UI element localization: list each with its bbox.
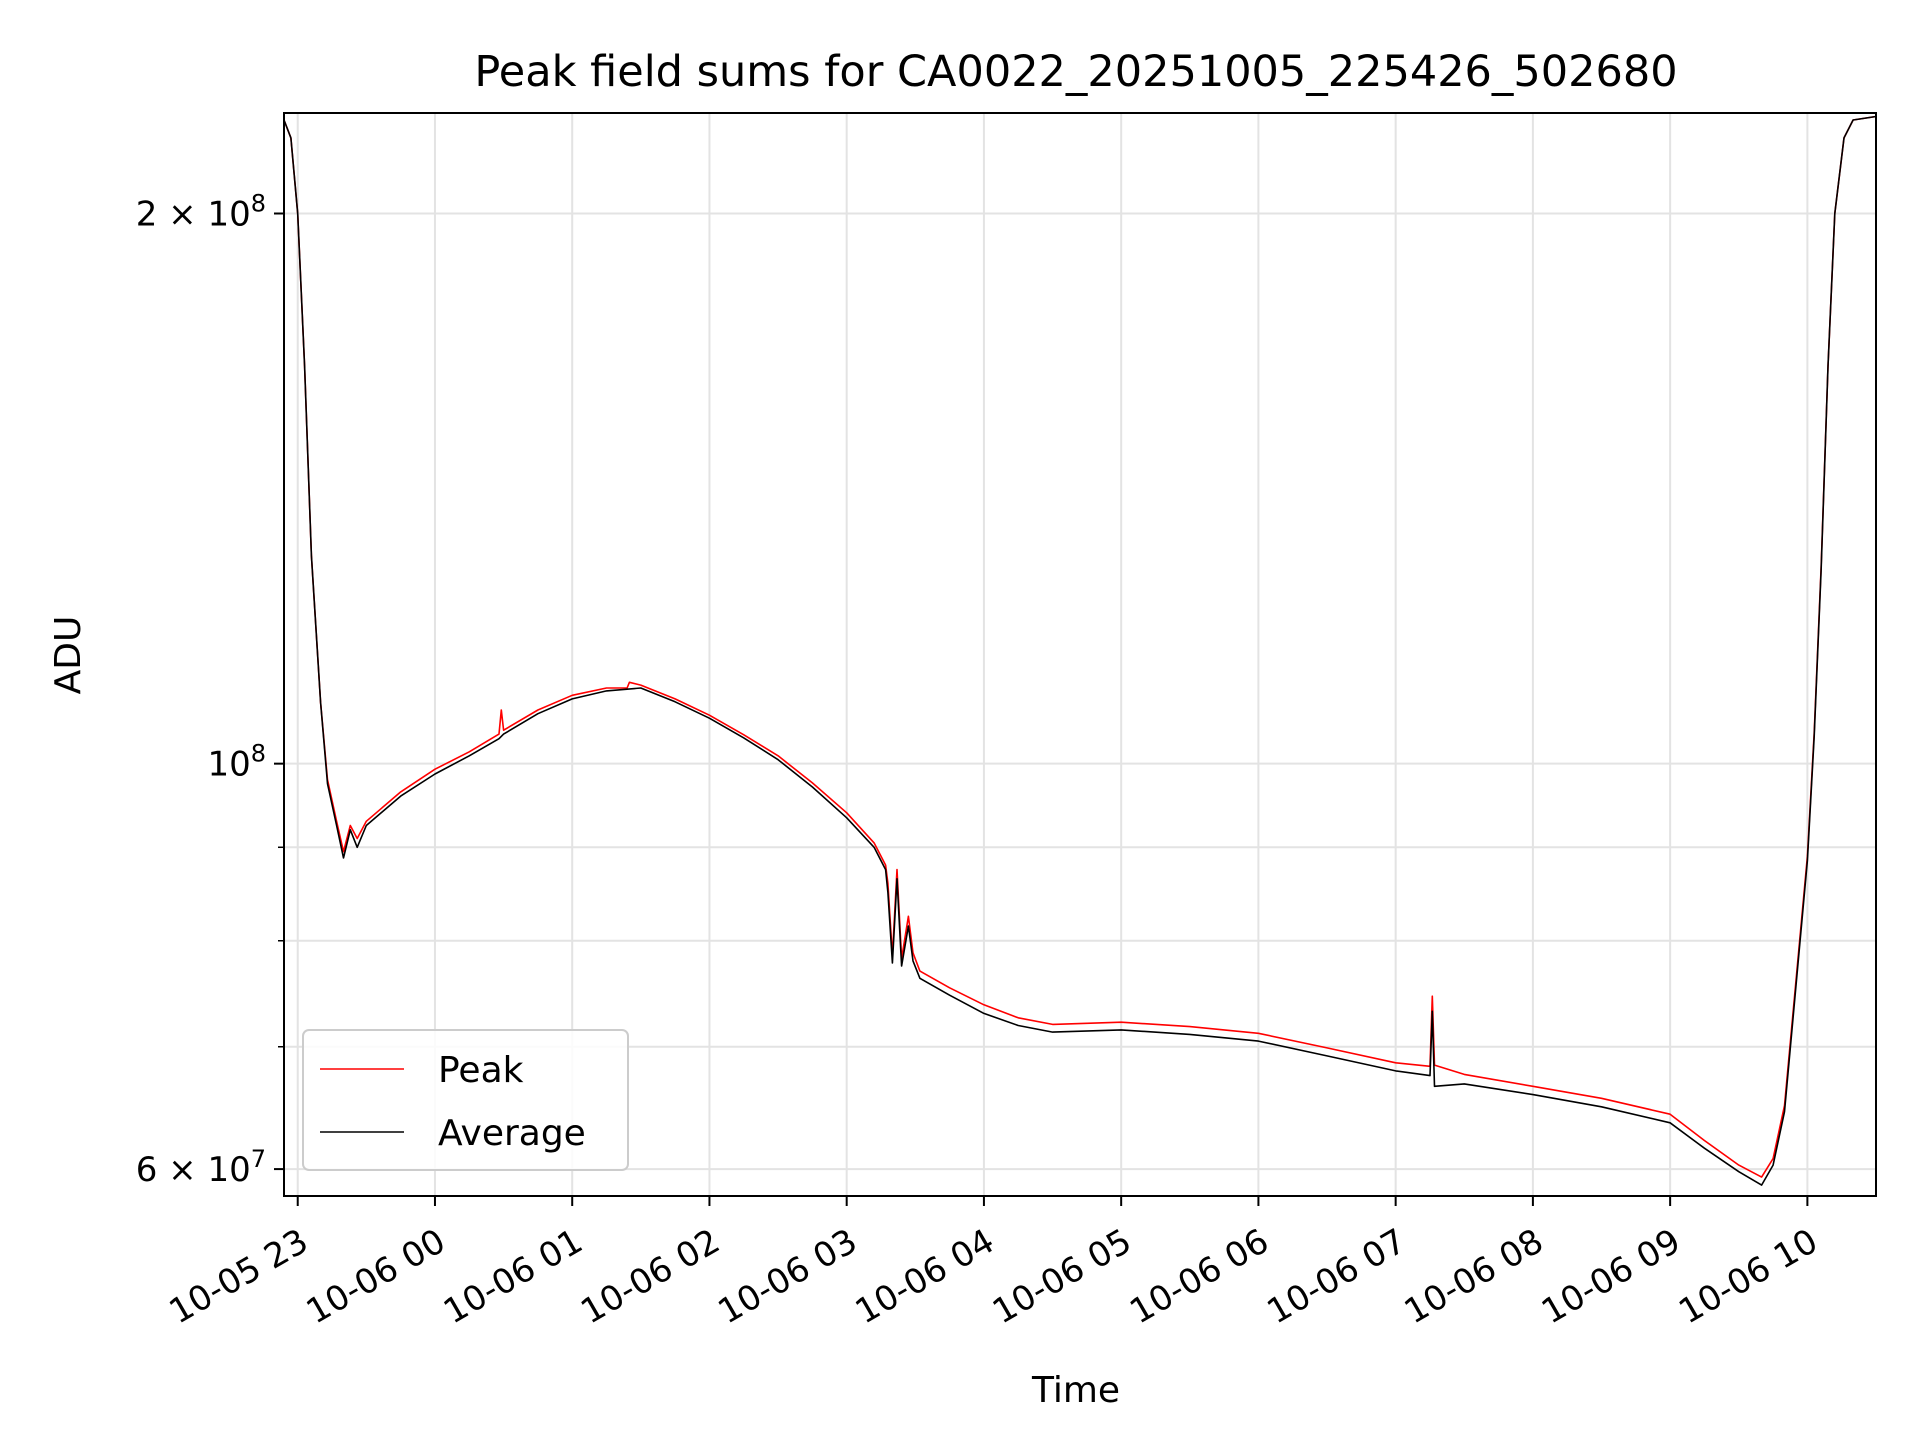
chart-title: Peak field sums for CA0022_20251005_2254… [474,47,1677,97]
legend-label-peak: Peak [438,1050,524,1091]
series-line-peak [283,115,1877,1178]
x-axis-title: Time [1031,1370,1120,1411]
plot-area-frame [283,112,1877,1197]
y-tick-label: 108 [207,740,266,785]
y-axis-title: ADU [48,616,89,695]
legend-box [302,1029,629,1171]
grid-layer [284,113,1876,1196]
legend: Peak Average [302,1029,629,1171]
y-tick-label: 6 × 107 [136,1145,266,1190]
series-line-average [283,115,1877,1186]
y-tick-label: 2 × 108 [136,190,266,235]
legend-label-average: Average [438,1113,586,1154]
series-layer [283,115,1877,1186]
